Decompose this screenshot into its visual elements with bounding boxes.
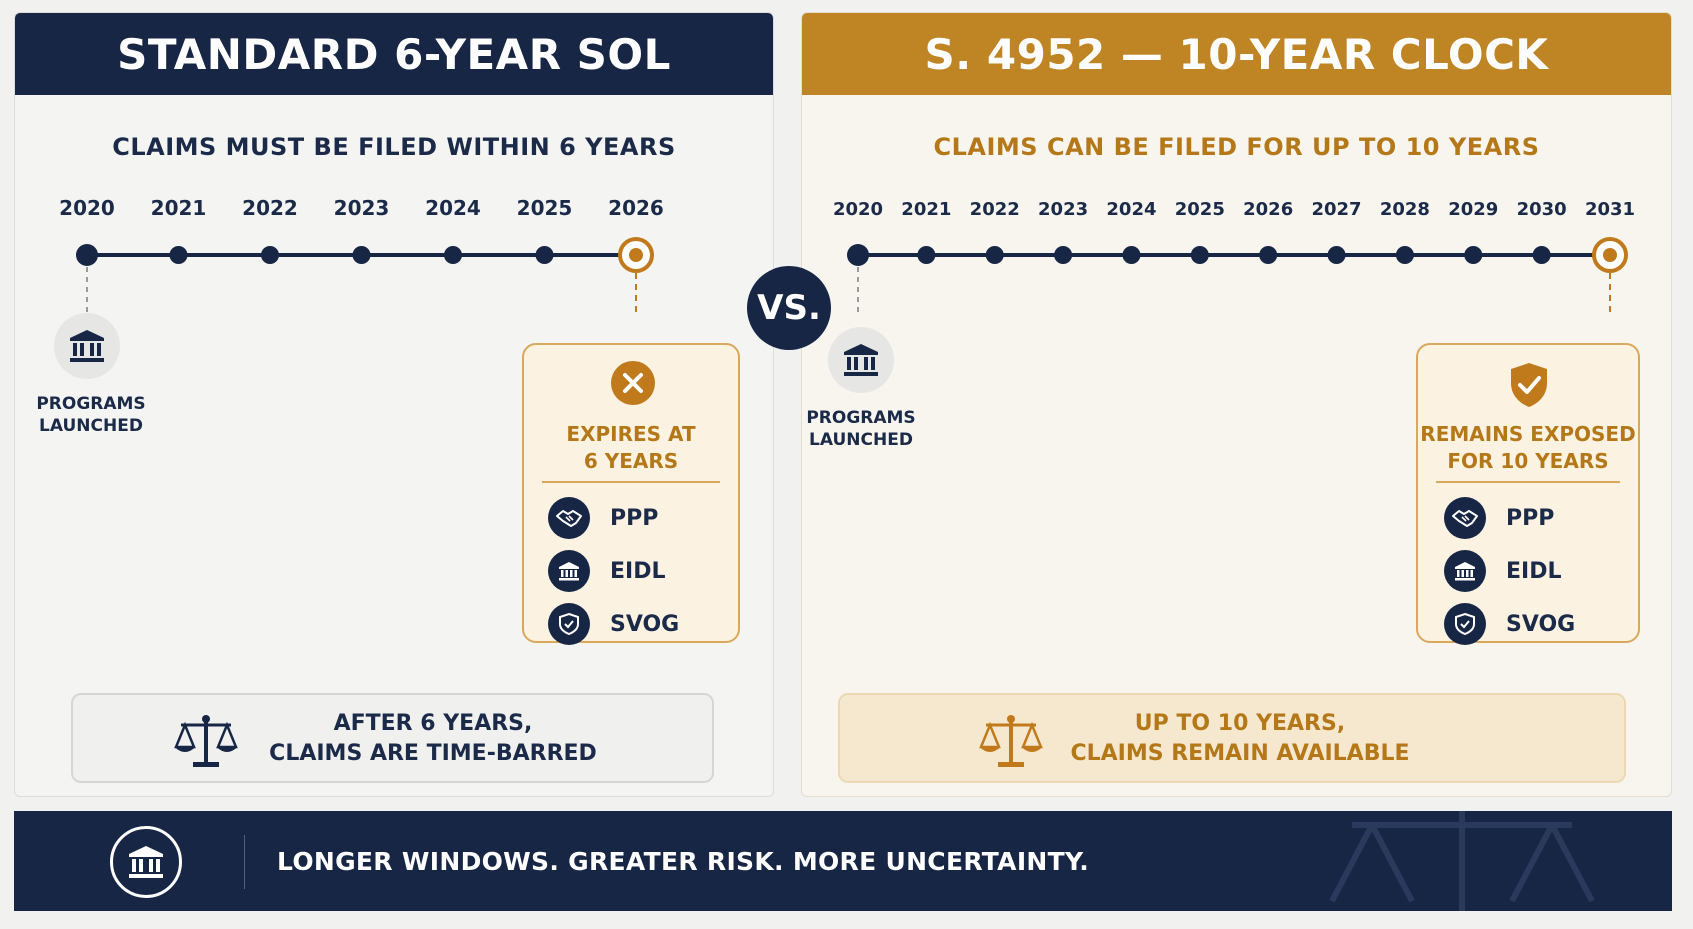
handshake-icon — [1444, 497, 1486, 539]
right-year-label: 2022 — [970, 199, 1020, 220]
claims-available-banner: UP TO 10 YEARS, CLAIMS REMAIN AVAILABLE — [838, 693, 1626, 783]
timeline-10-year: 2020 2021 2022 2023 2024 2025 2026 2027 2028 2029… — [833, 199, 1635, 313]
scales-watermark-icon — [1329, 811, 1595, 911]
year-marker — [169, 246, 188, 264]
divider — [542, 481, 720, 483]
end-marker-dot — [629, 248, 643, 262]
program-ppp: PPP — [1444, 497, 1554, 539]
right-year-label: 2025 — [1175, 199, 1225, 220]
divider — [1436, 481, 1620, 483]
exposure-callout: REMAINS EXPOSED FOR 10 YEARS PPP EIDL SV… — [1416, 343, 1640, 645]
bank-icon — [548, 550, 590, 592]
panel-title: S. 4952 — 10-YEAR CLOCK — [802, 13, 1671, 95]
left-year-label: 2023 — [334, 196, 390, 220]
right-year-label: 2021 — [901, 199, 951, 220]
left-year-label: 2024 — [425, 196, 481, 220]
panel-title: STANDARD 6-YEAR SOL — [15, 13, 773, 95]
year-marker — [1327, 246, 1346, 264]
handshake-icon — [548, 497, 590, 539]
left-year-label: 2022 — [242, 196, 298, 220]
year-marker — [847, 244, 869, 266]
right-year-label: 2026 — [1243, 199, 1293, 220]
divider — [244, 835, 245, 889]
year-marker — [261, 246, 279, 264]
year-marker — [1054, 246, 1073, 264]
panel-subtitle: CLAIMS CAN BE FILED FOR UP TO 10 YEARS — [933, 133, 1540, 161]
standard-sol-panel: STANDARD 6-YEAR SOL CLAIMS MUST BE FILED… — [14, 12, 774, 797]
scales-icon — [978, 713, 1044, 773]
program-ppp: PPP — [548, 497, 658, 539]
right-year-label: 2030 — [1517, 199, 1567, 220]
year-marker — [1464, 246, 1483, 264]
right-year-label: 2024 — [1106, 199, 1156, 220]
year-marker — [352, 246, 371, 264]
x-circle-icon — [611, 361, 655, 409]
scales-icon — [173, 713, 239, 773]
ten-year-clock-panel: S. 4952 — 10-YEAR CLOCK CLAIMS CAN BE FI… — [801, 12, 1672, 797]
program-svog: SVOG — [548, 603, 679, 645]
shield-check-icon — [1508, 361, 1550, 413]
year-marker — [1259, 246, 1278, 264]
timeline-6-year: 2020 2021 2022 2023 2024 2025 2026 — [59, 196, 664, 313]
bank-icon — [110, 826, 182, 898]
right-year-label: 2023 — [1038, 199, 1088, 220]
bank-icon — [54, 313, 120, 379]
launch-label: PROGRAMS LAUNCHED — [36, 394, 146, 436]
year-marker — [1395, 246, 1414, 264]
year-marker — [1532, 246, 1551, 264]
callout-title: REMAINS EXPOSED FOR 10 YEARS — [1420, 422, 1636, 473]
year-marker — [535, 246, 554, 264]
time-barred-banner: AFTER 6 YEARS, CLAIMS ARE TIME-BARRED — [71, 693, 714, 783]
bank-icon — [1444, 550, 1486, 592]
launch-label: PROGRAMS LAUNCHED — [806, 408, 916, 450]
expiry-callout: EXPIRES AT 6 YEARS PPP EIDL SVOG — [522, 343, 740, 645]
panel-subtitle: CLAIMS MUST BE FILED WITHIN 6 YEARS — [112, 133, 676, 161]
left-year-label: 2020 — [59, 196, 115, 220]
year-marker — [1190, 246, 1209, 264]
year-marker — [985, 246, 1004, 264]
right-year-label: 2029 — [1448, 199, 1498, 220]
tagline-bar: LONGER WINDOWS. GREATER RISK. MORE UNCER… — [14, 811, 1672, 911]
program-svog: SVOG — [1444, 603, 1575, 645]
year-marker — [76, 244, 98, 266]
banner-text: AFTER 6 YEARS, CLAIMS ARE TIME-BARRED — [269, 711, 597, 766]
end-marker-dot — [1603, 248, 1617, 262]
left-year-label: 2026 — [608, 196, 664, 220]
left-year-label: 2021 — [151, 196, 207, 220]
vs-badge: VS. — [747, 266, 831, 350]
right-year-label: 2020 — [833, 199, 883, 220]
right-year-label: 2031 — [1585, 199, 1635, 220]
right-year-label: 2027 — [1311, 199, 1361, 220]
shield-icon — [1444, 603, 1486, 645]
banner-text: UP TO 10 YEARS, CLAIMS REMAIN AVAILABLE — [1070, 711, 1410, 766]
year-marker — [917, 246, 936, 264]
year-marker — [1122, 246, 1141, 264]
tagline: LONGER WINDOWS. GREATER RISK. MORE UNCER… — [277, 846, 1090, 876]
callout-title: EXPIRES AT 6 YEARS — [566, 422, 696, 473]
shield-icon — [548, 603, 590, 645]
left-year-label: 2025 — [517, 196, 573, 220]
right-year-label: 2028 — [1380, 199, 1430, 220]
program-eidl: EIDL — [548, 550, 666, 592]
year-marker — [444, 246, 462, 264]
program-eidl: EIDL — [1444, 550, 1562, 592]
bank-icon — [828, 327, 894, 393]
